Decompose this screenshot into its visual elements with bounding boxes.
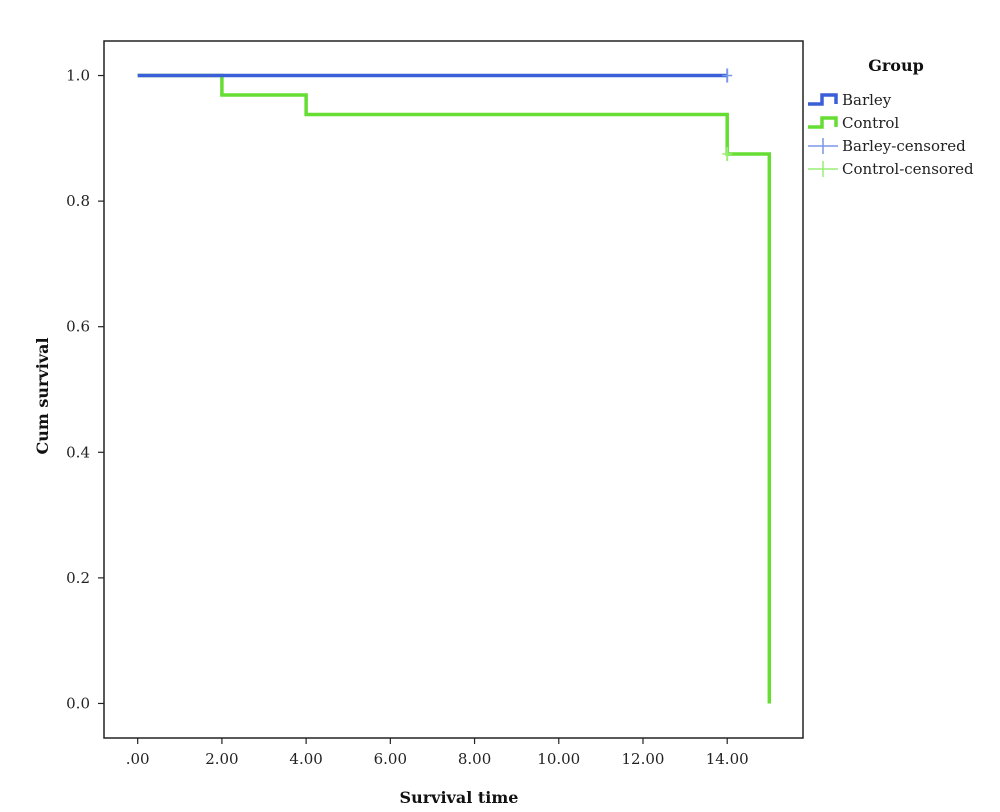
plot-area (103, 40, 804, 739)
series-line-control (137, 73, 772, 704)
x-tick-label: .00 (126, 750, 150, 768)
y-tick-label: 0.0 (66, 694, 90, 712)
y-tick-label: 1.0 (66, 67, 90, 85)
y-tick-label: 0.8 (66, 192, 90, 210)
x-tick-label: 8.00 (458, 750, 491, 768)
x-axis-title: Survival time (400, 788, 519, 807)
y-tick-label: 0.2 (66, 569, 90, 587)
legend-label: Barley (842, 91, 892, 109)
x-tick-label: 14.00 (706, 750, 749, 768)
legend-label: Control-censored (842, 160, 974, 178)
x-tick-label: 4.00 (289, 750, 322, 768)
legend-swatch-barley (808, 93, 838, 106)
legend-title: Group (868, 56, 924, 75)
legend-swatch-control (808, 116, 838, 129)
y-axis-title: Cum survival (33, 337, 52, 454)
y-tick-label: 0.4 (66, 443, 90, 461)
x-tick-label: 6.00 (374, 750, 407, 768)
legend-label: Barley-censored (842, 137, 966, 155)
series-layer (137, 68, 772, 704)
x-tick-label: 10.00 (537, 750, 580, 768)
x-axis: .00 2.00 4.00 6.00 8.00 10.00 12.00 14.00 (126, 738, 749, 768)
x-tick-label: 2.00 (205, 750, 238, 768)
y-tick-label: 0.6 (66, 318, 90, 336)
y-axis: 0.0 0.2 0.4 0.6 0.8 1.0 (66, 67, 104, 712)
legend-label: Control (842, 114, 899, 132)
legend: Group Barley Control Barley-censored Contro… (808, 56, 974, 178)
x-tick-label: 12.00 (622, 750, 665, 768)
